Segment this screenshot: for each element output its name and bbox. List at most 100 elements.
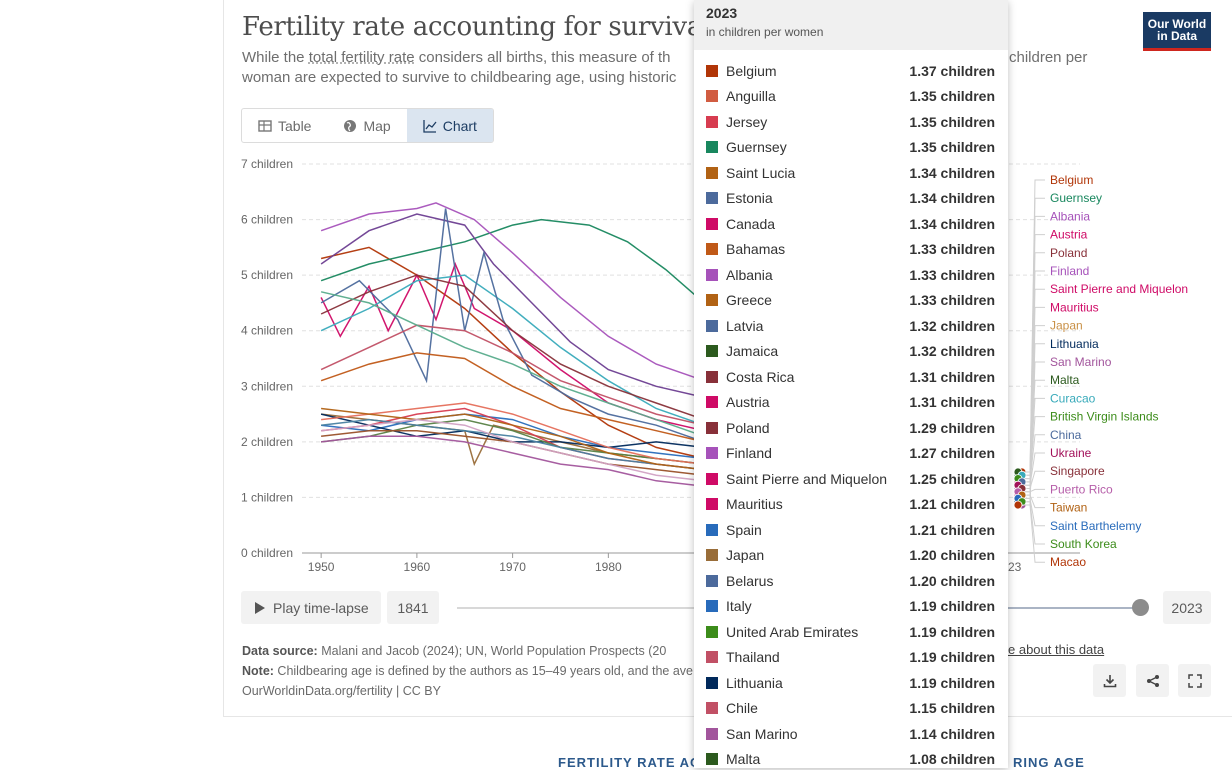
tooltip-value: 1.19 children [909,674,995,691]
tab-chart-label: Chart [442,117,477,134]
y-tick-label: 2 children [241,435,293,449]
color-swatch [706,243,718,256]
series-line[interactable] [321,407,705,471]
series-end-label[interactable]: Poland [1050,246,1087,260]
y-tick-label: 5 children [241,268,293,282]
tooltip-year: 2023 [706,5,738,21]
tooltip-value: 1.25 children [909,470,995,487]
tooltip-value: 1.37 children [909,62,995,79]
tooltip-row: Poland 1.29 children [694,415,1008,441]
share-button[interactable] [1136,664,1169,697]
series-end-label[interactable]: South Korea [1050,537,1117,551]
series-end-label[interactable]: Singapore [1050,464,1105,478]
timeline-end-year[interactable]: 2023 [1163,591,1211,624]
tooltip-row: Thailand 1.19 children [694,645,1008,671]
series-line[interactable] [321,418,705,471]
timeline-end-handle[interactable] [1132,599,1149,616]
learn-more-link[interactable]: e about this data [1008,642,1105,657]
color-swatch [706,294,718,307]
series-end-label[interactable]: Guernsey [1050,191,1102,205]
tooltip-value: 1.31 children [909,368,995,385]
tooltip-value: 1.19 children [909,649,995,666]
series-end-label[interactable]: British Virgin Islands [1050,410,1159,424]
tooltip-value: 1.33 children [909,292,995,309]
series-end-label[interactable]: Ukraine [1050,446,1092,460]
tab-table[interactable]: Table [242,109,327,142]
tooltip-country: Estonia [726,190,773,207]
series-end-label[interactable]: Albania [1050,209,1090,223]
series-line[interactable] [321,413,705,460]
tooltip-value: 1.29 children [909,419,995,436]
x-tick-label: 1950 [308,560,335,574]
series-end-label[interactable]: Puerto Rico [1050,482,1113,496]
series-line[interactable] [321,418,705,482]
series-line[interactable] [321,407,705,471]
line-chart[interactable]: 0 children 1 children 2 children 3 children… [230,150,1230,590]
color-swatch [706,625,718,638]
tooltip-value: 1.34 children [909,190,995,207]
series-line[interactable] [320,324,705,426]
owid-logo[interactable]: Our World in Data [1143,12,1211,51]
license-link[interactable]: OurWorldinData.org/fertility | CC BY [242,684,441,698]
series-line[interactable] [320,218,705,304]
chart-subtitle: While the total fertility rate considers… [242,48,1102,88]
download-button[interactable] [1093,664,1126,697]
tab-map[interactable]: Map [327,109,406,142]
total-fertility-rate-link[interactable]: total fertility rate [308,49,415,66]
color-swatch [706,498,718,511]
y-tick-label: 0 children [241,546,293,560]
tab-chart[interactable]: Chart [406,109,493,142]
tooltip-value: 1.21 children [909,496,995,513]
tooltip-row: Italy 1.19 children [694,594,1008,620]
series-line[interactable] [320,352,705,443]
tooltip-country: Belarus [726,572,774,589]
color-swatch [706,702,718,715]
timeline-selected-range [1008,607,1140,609]
color-swatch [706,345,718,358]
subtitle-text-right: children per [1009,49,1088,66]
series-end-label[interactable]: Taiwan [1050,501,1087,515]
series-line[interactable] [320,291,705,438]
series-line[interactable] [320,274,705,426]
series-line[interactable] [320,274,705,421]
play-time-lapse-button[interactable]: Play time-lapse [241,591,381,624]
color-swatch [706,549,718,562]
end-point-marker[interactable] [1013,500,1023,510]
series-end-label[interactable]: China [1050,428,1082,442]
tooltip-row: Mauritius 1.21 children [694,492,1008,518]
series-end-label[interactable]: Macao [1050,555,1086,569]
tooltip-row: Chile 1.15 children [694,696,1008,722]
tooltip-value: 1.33 children [909,241,995,258]
subtitle-text-2: considers all births, this measure of th [414,49,671,66]
series-end-label[interactable]: Japan [1050,319,1083,333]
series-end-label[interactable]: Finland [1050,264,1089,278]
series-line[interactable] [321,418,705,465]
series-end-label[interactable]: Mauritius [1050,300,1099,314]
series-end-label[interactable]: San Marino [1050,355,1112,369]
expand-icon [1187,673,1202,688]
tooltip-row: Lithuania 1.19 children [694,670,1008,696]
timeline-start-year[interactable]: 1841 [387,591,439,624]
series-line[interactable] [320,208,705,443]
series-line[interactable] [321,402,705,465]
series-end-label[interactable]: Austria [1050,228,1088,242]
series-end-label[interactable]: Curacao [1050,391,1096,405]
x-tick-label: 1980 [595,560,622,574]
series-end-label[interactable]: Malta [1050,373,1080,387]
tooltip-row: United Arab Emirates 1.19 children [694,619,1008,645]
color-swatch [706,64,718,77]
series-end-label[interactable]: Belgium [1050,173,1093,187]
tooltip-country: Latvia [726,317,764,334]
tooltip-value: 1.34 children [909,164,995,181]
fullscreen-button[interactable] [1178,664,1211,697]
subtitle-line-2: woman are expected to survive to childbe… [242,69,677,86]
color-swatch [706,727,718,740]
series-line[interactable] [321,435,705,488]
series-line[interactable] [320,213,705,399]
tooltip-country: Finland [726,445,772,462]
series-line[interactable] [320,202,705,382]
tooltip-unit: in children per women [706,25,824,39]
series-end-label[interactable]: Lithuania [1050,337,1099,351]
series-end-label[interactable]: Saint Barthelemy [1050,519,1141,533]
series-end-label[interactable]: Saint Pierre and Miquelon [1050,282,1188,296]
